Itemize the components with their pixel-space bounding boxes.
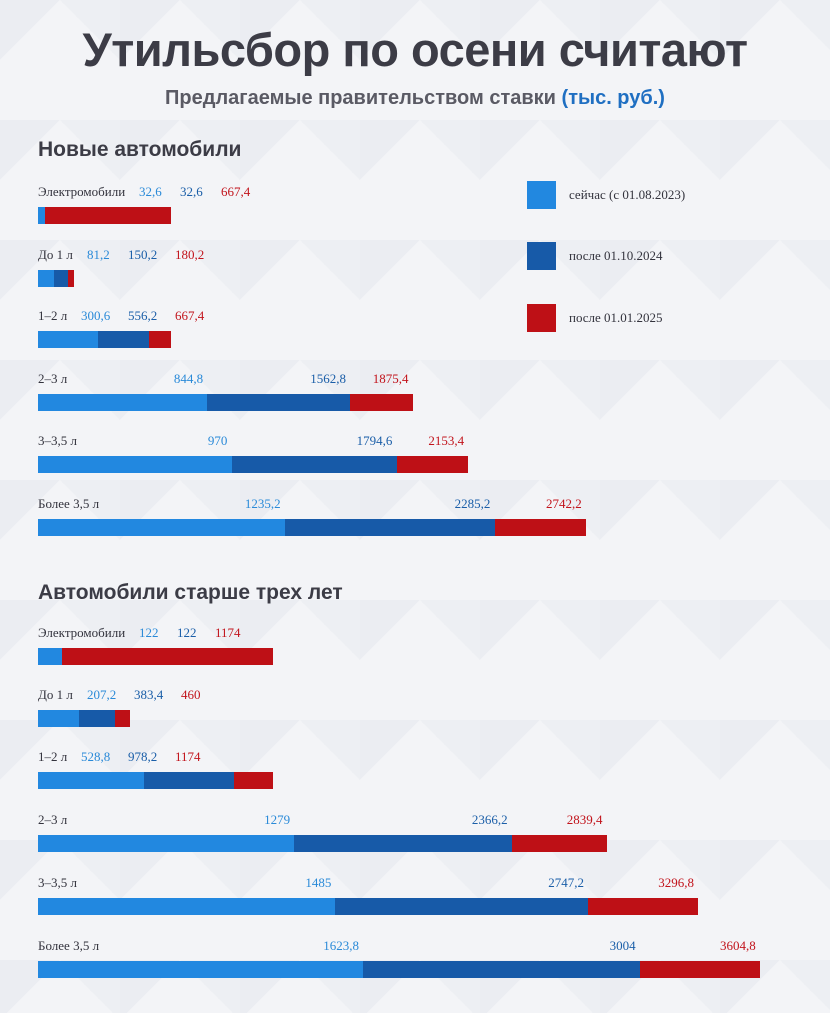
bar-segment-series-1 [294,835,512,852]
bar-segment-series-1 [143,772,234,789]
bar-segment-series-2 [511,835,607,852]
bar-segment-series-1 [231,456,397,473]
value-label-series-0: 207,2 [87,687,117,702]
value-label-series-2: 1174 [215,625,241,640]
legend-label-oct-2024: после 01.10.2024 [569,248,663,263]
bar-segment-series-0 [38,394,207,411]
bar-segment-series-2 [149,331,172,348]
value-label-series-1: 2747,2 [548,875,584,890]
bar-segment-series-1 [335,898,589,915]
value-label-series-1: 2366,2 [471,812,508,827]
legend-swatch-oct-2024 [527,242,556,270]
section-title-new-cars: Новые автомобили [38,138,242,161]
value-label-series-2: 667,4 [175,308,205,323]
row-label: 3–3,5 л [38,875,77,890]
subtitle-unit: (тыс. руб.) [561,87,665,109]
bar-segment-series-2 [68,270,74,287]
bar-segment-series-2 [114,710,131,727]
value-label-series-2: 1174 [175,749,201,764]
row-label: 1–2 л [38,308,68,323]
row-label: 1–2 л [38,749,68,764]
value-label-series-1: 383,4 [134,687,164,702]
value-label-series-0: 122 [139,625,159,640]
bar-segment-series-0 [38,710,80,727]
value-label-series-0: 1279 [264,812,291,827]
bar-segment-series-2 [233,772,274,789]
row-label: 2–3 л [38,371,68,386]
bar-segment-series-0 [38,456,232,473]
bar-segment-series-1 [98,331,150,348]
page-subtitle: Предлагаемые правительством ставки (тыс.… [0,87,830,110]
row-label: Электромобили [38,184,126,199]
value-label-series-2: 2742,2 [546,496,582,511]
row-label: Более 3,5 л [38,496,100,511]
value-label-series-1: 32,6 [180,184,203,199]
value-label-series-1: 150,2 [128,247,158,262]
bar-segment-series-1 [284,519,495,536]
bar-segment-series-0 [38,207,45,224]
bar-segment-series-0 [38,835,295,852]
value-label-series-1: 122 [177,625,197,640]
row-label: Электромобили [38,625,126,640]
value-label-series-1: 978,2 [128,749,158,764]
row-label: До 1 л [38,247,73,262]
value-label-series-0: 32,6 [139,184,162,199]
value-label-series-1: 2285,2 [454,496,491,511]
bar-segment-series-2 [588,898,699,915]
bar-segment-series-1 [363,961,640,978]
page-title: Утильсбор по осени считают [82,23,748,76]
value-label-series-0: 970 [207,433,228,448]
bar-segment-series-0 [38,331,99,348]
bar-segment-series-0 [38,772,144,789]
bar-segment-series-0 [38,898,336,915]
legend-label-jan-2025: после 01.01.2025 [569,310,663,325]
bar-segment-series-1 [79,710,115,727]
row-label: 3–3,5 л [38,433,77,448]
bar-segment-series-0 [38,270,55,287]
value-label-series-2: 3296,8 [658,875,695,890]
value-label-series-0: 844,8 [173,371,204,386]
value-label-series-0: 81,2 [87,247,110,262]
value-label-series-0: 1235,2 [244,496,281,511]
value-label-series-1: 1562,8 [310,371,347,386]
value-label-series-1: 3004 [609,938,636,953]
bar-segment-series-0 [38,961,364,978]
bar-segment-series-2 [639,961,760,978]
section-title-old-cars: Автомобили старше трех лет [38,581,343,604]
bar-segment-series-0 [38,519,285,536]
row-label: До 1 л [38,687,73,702]
value-label-series-2: 460 [181,687,201,702]
value-label-series-2: 3604,8 [720,938,756,953]
bar-segment-series-0 [38,648,63,665]
legend-label-current: сейчас (с 01.08.2023) [569,187,686,202]
value-label-series-0: 300,6 [81,308,111,323]
value-label-series-2: 180,2 [175,247,205,262]
bar-segment-series-2 [494,519,586,536]
bar-segment-series-2 [396,456,469,473]
value-label-series-2: 1875,4 [372,371,409,386]
row-label: Более 3,5 л [38,938,100,953]
value-label-series-1: 556,2 [128,308,158,323]
value-label-series-2: 2153,4 [428,433,465,448]
value-label-series-1: 1794,6 [356,433,393,448]
value-label-series-2: 2839,4 [566,812,603,827]
value-label-series-0: 528,8 [81,749,111,764]
value-label-series-2: 667,4 [221,184,251,199]
bar-segment-series-2 [350,394,413,411]
subtitle-text: Предлагаемые правительством ставки [165,87,556,109]
bar-segment-series-2 [44,207,172,224]
legend-swatch-current [527,181,556,209]
value-label-series-0: 1485 [305,875,332,890]
bar-segment-series-1 [54,270,68,287]
bar-segment-series-1 [206,394,351,411]
row-label: 2–3 л [38,812,68,827]
value-label-series-0: 1623,8 [323,938,359,953]
legend-swatch-jan-2025 [527,304,556,332]
bar-segment-series-2 [62,648,274,665]
